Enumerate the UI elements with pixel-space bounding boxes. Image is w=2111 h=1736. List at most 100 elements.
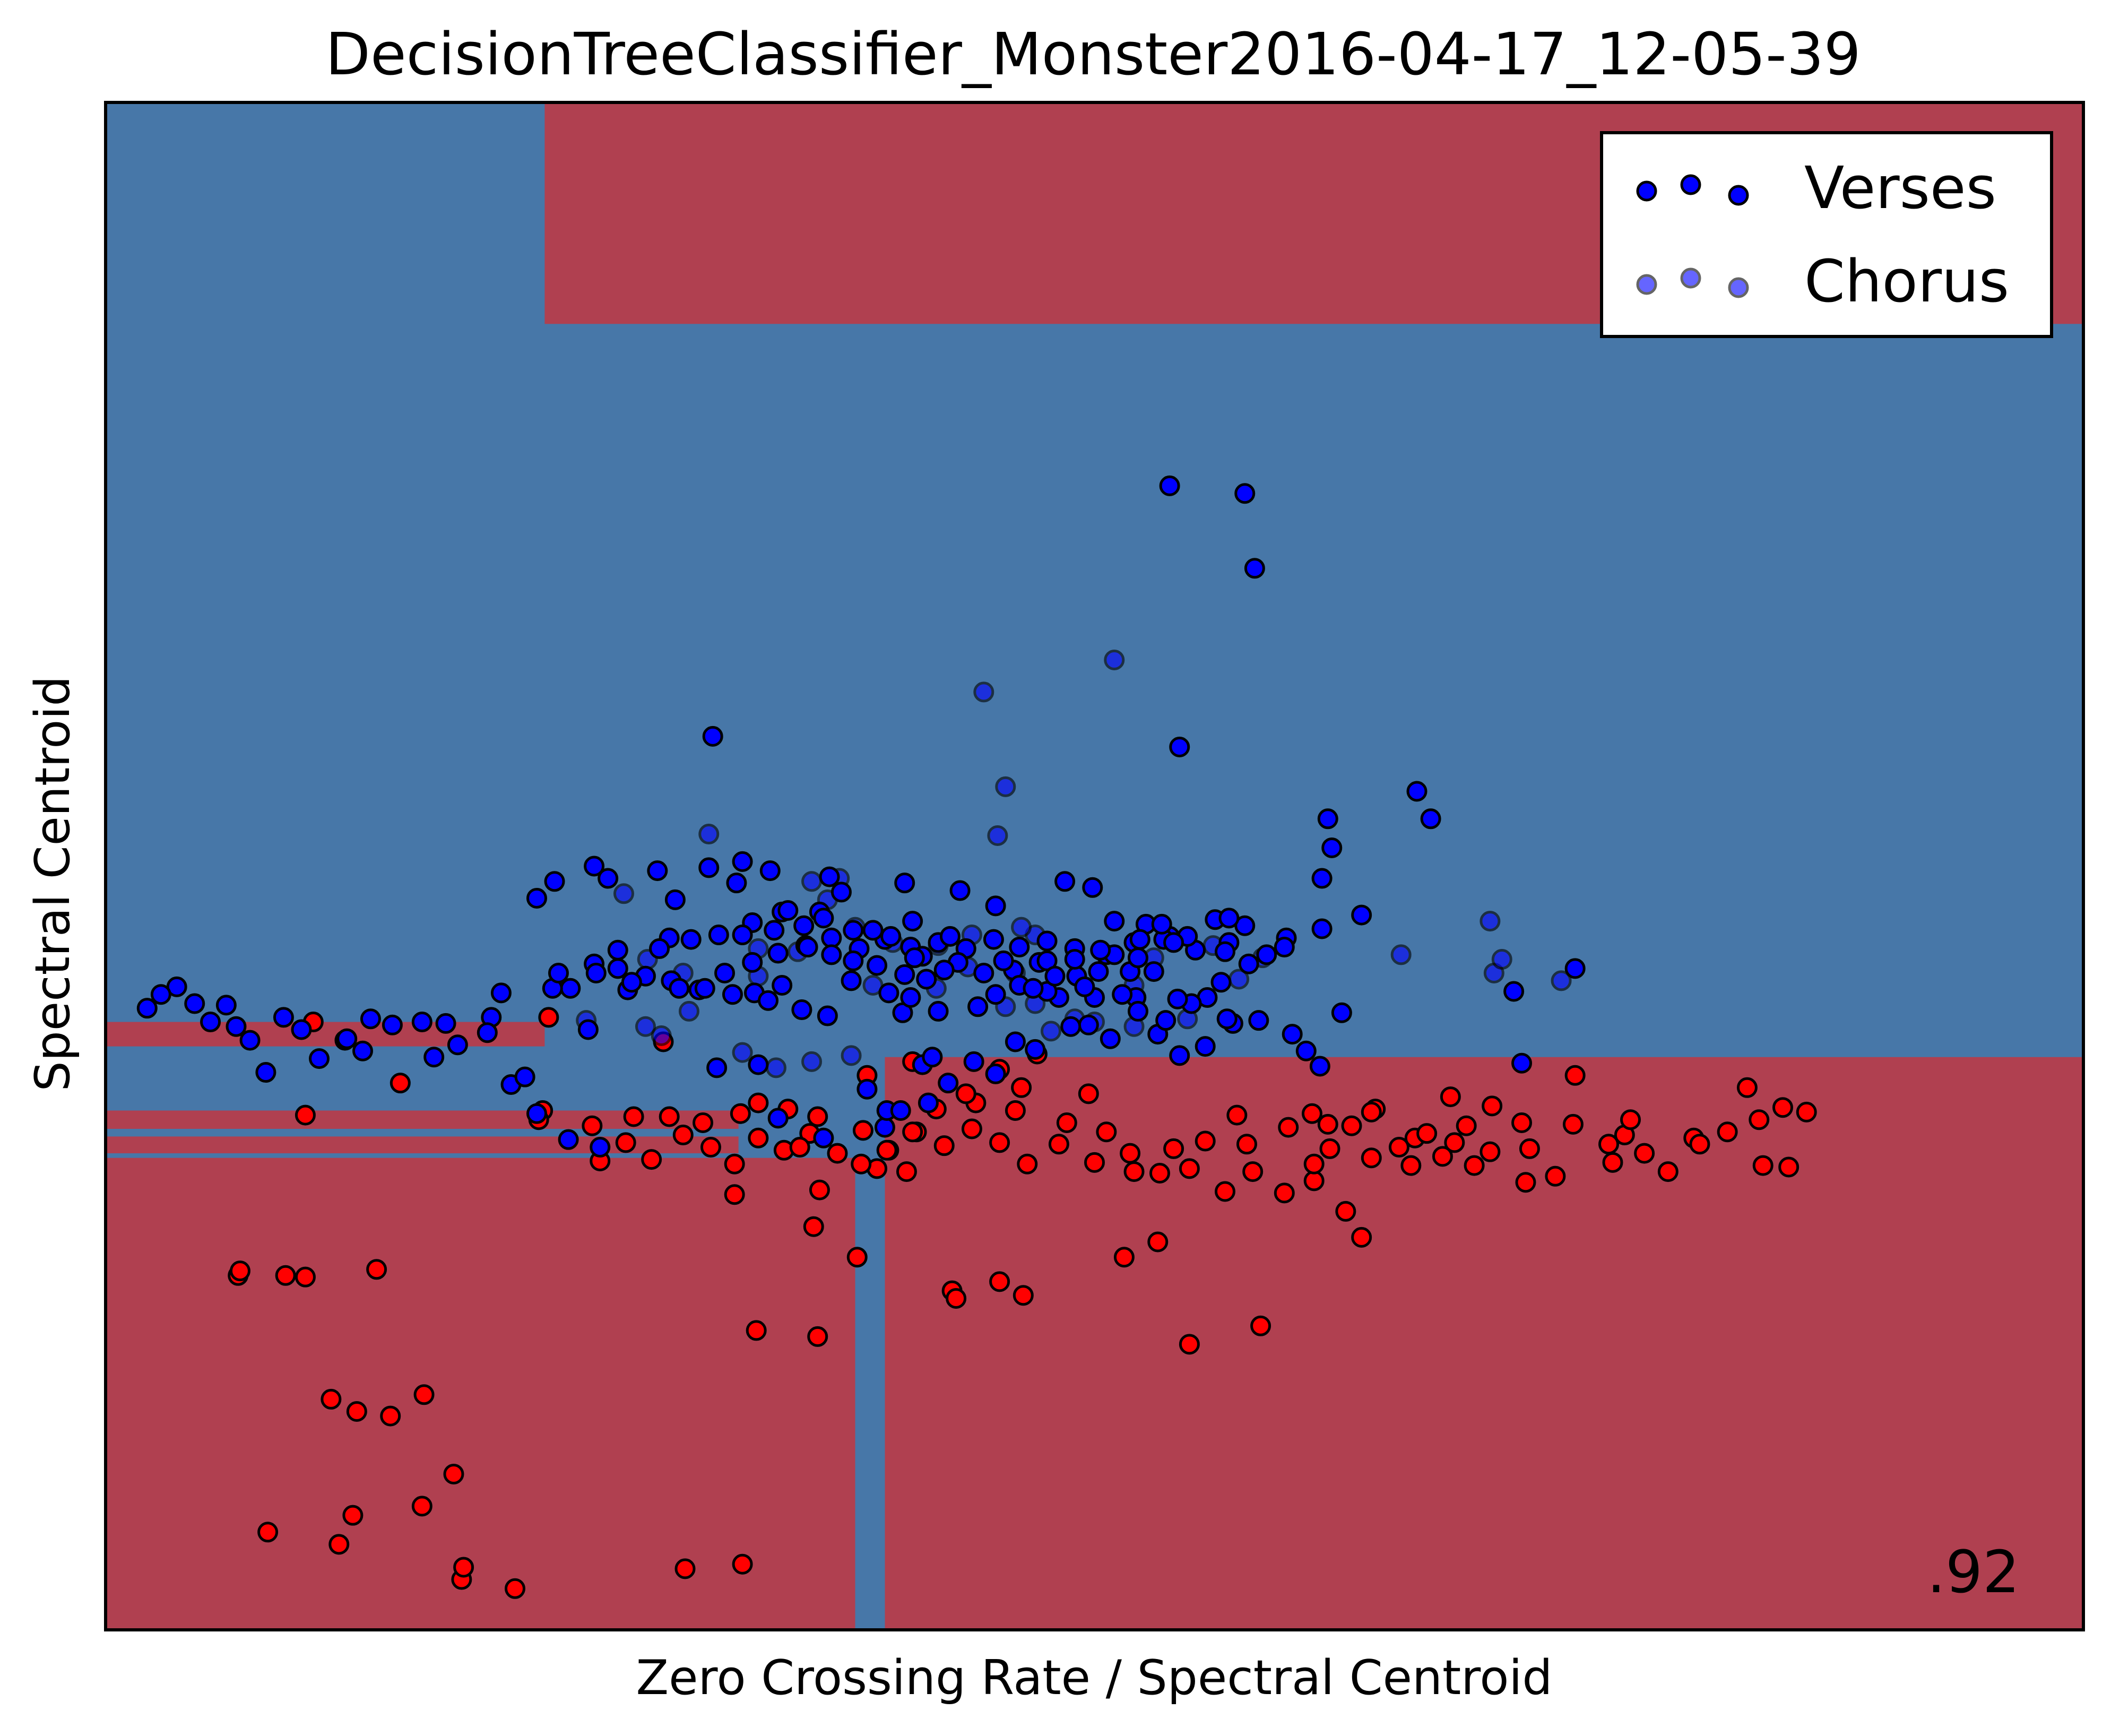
verses-point-175 — [1151, 913, 1172, 935]
red-point-25 — [732, 1553, 753, 1575]
verses-point-44 — [821, 927, 842, 948]
red-point-92 — [641, 1149, 662, 1170]
verses-point-138 — [1005, 1031, 1026, 1052]
red-point-36 — [1147, 1231, 1169, 1253]
red-point-18 — [504, 1578, 525, 1599]
verses-point-29 — [1256, 944, 1277, 965]
red-point-125 — [1689, 1134, 1710, 1155]
verses-point-10 — [584, 856, 605, 877]
verses-point-172 — [1218, 908, 1240, 929]
red-point-42 — [1301, 1103, 1322, 1124]
verses-point-88 — [1248, 1010, 1269, 1031]
legend-box — [1600, 131, 2053, 338]
verses-point-157 — [918, 1092, 939, 1113]
verses-point-135 — [1088, 961, 1109, 982]
verses-point-143 — [360, 1008, 381, 1030]
red-point-46 — [1440, 1086, 1461, 1108]
red-point-24 — [674, 1558, 696, 1579]
red-point-119 — [1464, 1155, 1485, 1176]
verses-point-53 — [607, 958, 628, 979]
verses-point-194 — [649, 938, 670, 959]
verses-point-59 — [477, 1022, 498, 1043]
verses-point-116 — [758, 990, 779, 1011]
red-point-98 — [693, 1112, 714, 1134]
verses-point-74 — [184, 993, 205, 1014]
red-point-124 — [1657, 1161, 1679, 1182]
chorus-point-42 — [698, 824, 720, 845]
verses-point-105 — [821, 944, 842, 965]
verses-point-22 — [1054, 871, 1076, 892]
y-axis-label: Spectral Centroid — [25, 676, 81, 1092]
verses-point-150 — [577, 1019, 599, 1040]
verses-point-197 — [732, 925, 753, 946]
verses-point-8 — [526, 887, 547, 909]
verses-point-36 — [1036, 930, 1058, 952]
red-point-59 — [1620, 1109, 1641, 1130]
verses-point-165 — [1282, 1024, 1303, 1045]
decision-region-blue-channel — [855, 1158, 885, 1630]
chorus-point-2 — [995, 776, 1016, 797]
verses-point-204 — [1127, 947, 1148, 969]
red-point-112 — [1195, 1130, 1216, 1152]
red-point-16 — [411, 1496, 432, 1517]
red-point-72 — [1214, 1181, 1235, 1202]
red-point-23 — [257, 1522, 279, 1543]
red-point-58 — [1602, 1152, 1623, 1173]
verses-point-153 — [767, 1108, 789, 1129]
red-point-111 — [1163, 1138, 1184, 1159]
verses-point-86 — [1274, 937, 1295, 958]
verses-point-156 — [890, 1100, 911, 1121]
red-point-73 — [1179, 1158, 1200, 1179]
verses-point-149 — [514, 1066, 535, 1087]
red-point-127 — [1749, 1109, 1770, 1130]
verses-point-4 — [1317, 808, 1338, 830]
chorus-point-40 — [613, 883, 634, 904]
red-point-96 — [623, 1106, 644, 1127]
red-point-91 — [672, 1125, 694, 1146]
red-point-113 — [1236, 1134, 1257, 1155]
verses-point-152 — [748, 1054, 769, 1075]
verses-point-203 — [1090, 939, 1111, 961]
verses-point-66 — [309, 1048, 330, 1069]
verses-point-48 — [714, 962, 736, 983]
legend-verses-marker — [1636, 174, 1749, 206]
red-point-33 — [989, 1271, 1010, 1292]
verses-point-132 — [1155, 1010, 1176, 1031]
verses-point-145 — [423, 1047, 445, 1068]
red-point-20 — [380, 1405, 401, 1427]
verses-point-38 — [983, 929, 1004, 950]
verses-point-87 — [1311, 918, 1333, 939]
verses-point-69 — [255, 1062, 276, 1083]
verses-point-80 — [1406, 781, 1427, 802]
verses-point-169 — [1167, 988, 1188, 1009]
red-point-50 — [1545, 1165, 1566, 1187]
red-point-89 — [724, 1153, 745, 1174]
verses-point-23 — [1082, 877, 1103, 898]
verses-point-177 — [1104, 911, 1125, 932]
red-point-48 — [1482, 1095, 1503, 1117]
red-point-126 — [1717, 1121, 1738, 1143]
legend-chorus-label: Chorus — [1804, 247, 2009, 315]
red-point-97 — [659, 1106, 680, 1127]
verses-point-62 — [411, 1012, 432, 1033]
verses-point-146 — [526, 1103, 547, 1124]
red-point-90 — [700, 1137, 721, 1158]
verses-point-7 — [598, 868, 619, 889]
red-point-53 — [1772, 1097, 1793, 1118]
verses-point-100 — [933, 960, 955, 981]
red-point-107 — [1005, 1100, 1026, 1121]
verses-point-79 — [1351, 904, 1372, 926]
verses-point-106 — [797, 937, 818, 958]
red-point-131 — [955, 1083, 976, 1104]
verses-point-188 — [843, 920, 864, 941]
verses-point-158 — [922, 1047, 943, 1068]
verses-point-57 — [490, 982, 512, 1004]
legend-verses-label: Verses — [1804, 154, 1996, 222]
red-point-101 — [807, 1106, 828, 1127]
verses-point-134 — [1112, 984, 1133, 1005]
verses-point-85 — [1564, 958, 1586, 979]
chorus-point-20 — [1390, 944, 1412, 965]
red-point-139 — [896, 1161, 917, 1182]
verses-point-81 — [1420, 808, 1441, 830]
